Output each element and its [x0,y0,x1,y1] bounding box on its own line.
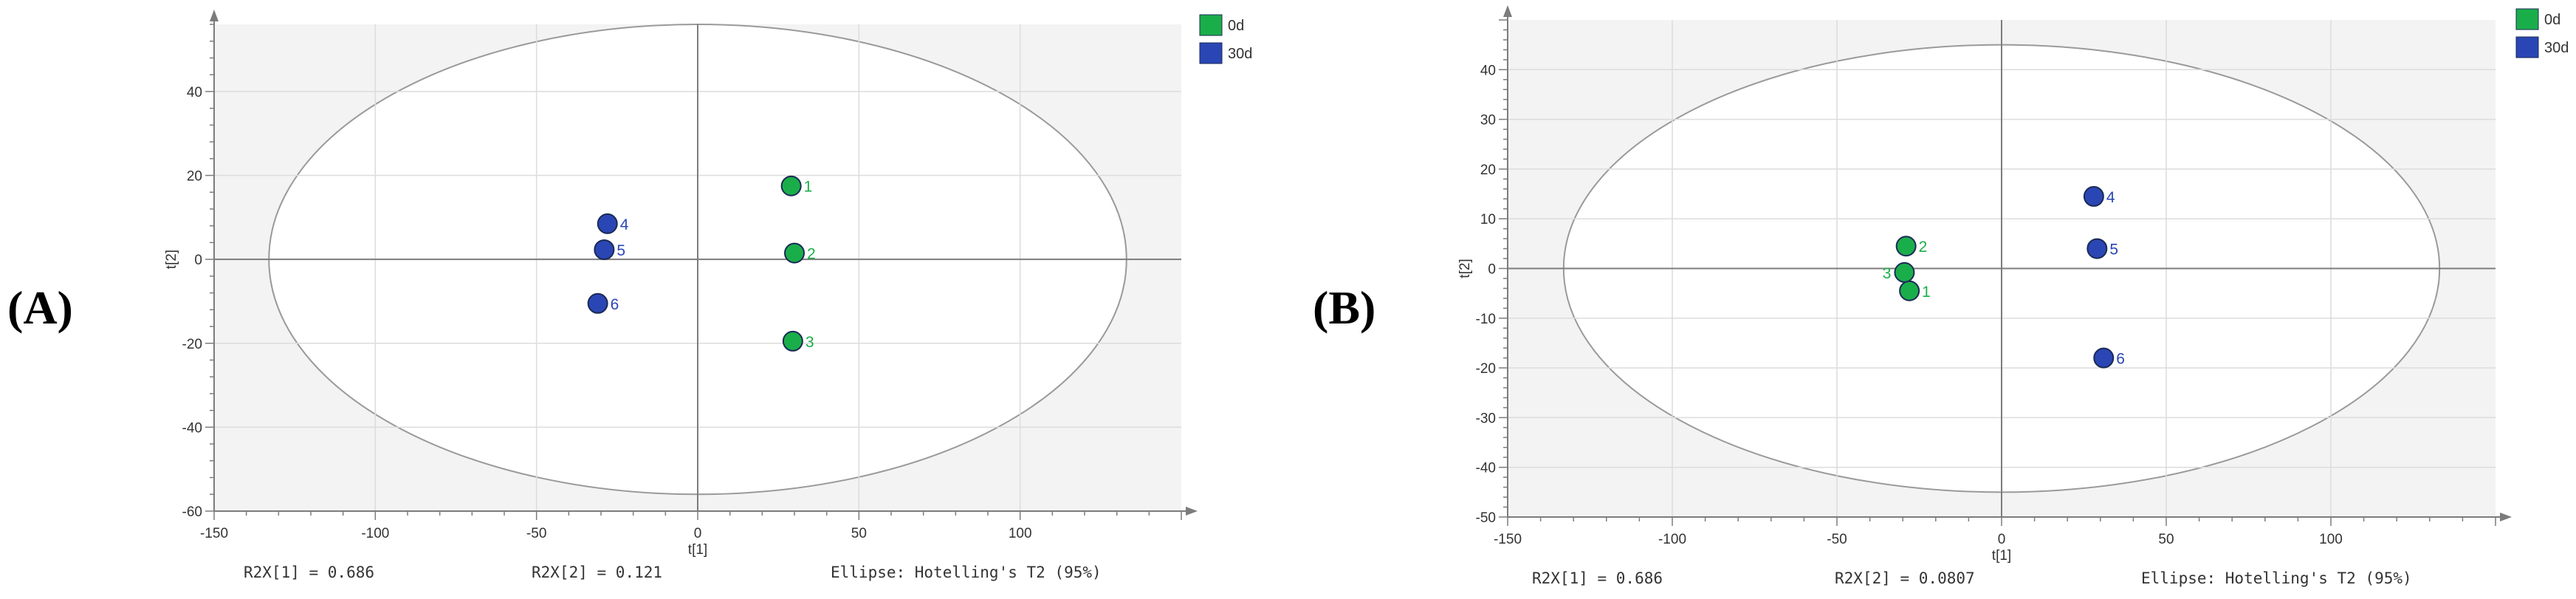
series-30d: 4 5 6 [2083,185,2125,369]
x-axis-title: t[1] [688,542,707,558]
data-point [1899,280,1920,301]
y-tick-label: -40 [182,420,202,436]
x-axis-arrow [2500,513,2512,521]
legend-swatch [2515,36,2539,58]
y-tick-label: -40 [1476,461,1496,476]
ellipse-caption: Ellipse: Hotelling's T2 (95%) [831,564,1102,581]
x-tick-label: -50 [1827,532,1847,547]
r2x2-stat: R2X[2] = 0.121 [532,564,662,581]
data-point [784,242,805,264]
point-label: 4 [2106,189,2115,206]
legend-swatch [2515,8,2539,30]
data-point [2086,238,2108,259]
x-tick-label: -150 [1494,532,1522,547]
x-tick-label: -50 [526,526,546,541]
x-tick-label: -100 [1658,532,1686,547]
x-tick-label: -100 [361,526,389,541]
data-point [2083,185,2104,207]
y-tick-label: -20 [1476,361,1496,377]
point-label: 2 [1919,239,1928,256]
data-point [587,292,608,314]
point-label: 3 [806,334,814,351]
x-tick-label: 50 [2158,532,2174,547]
x-tick-label: 0 [1998,532,2006,547]
x-tick-label: 0 [694,526,702,541]
y-tick-label: -10 [1476,312,1496,327]
series-0d: 1 2 3 [1883,236,1931,301]
legend-label: 0d [1228,18,1244,34]
y-tick-label: 0 [194,253,202,268]
series-30d: 4 5 6 [587,213,629,314]
x-axis-title: t[1] [1992,548,2011,564]
legend-label: 0d [2544,12,2560,28]
r2x1-stat: R2X[1] = 0.686 [244,564,374,581]
y-tick-label: -20 [182,337,202,352]
y-axis-title: t[2] [164,250,179,269]
y-tick-label: -30 [1476,411,1496,426]
panel-a: -150 -100 -50 0 50 100 40 20 0 -20 -40 -60 t[1] t[2] 1… [7,10,1252,581]
y-tick-label: 40 [1480,63,1496,78]
data-point [2093,347,2115,369]
data-point [1894,261,1915,283]
point-label: 2 [807,246,816,263]
y-tick-label: 40 [187,85,202,100]
data-point [782,330,803,352]
ellipse-caption: Ellipse: Hotelling's T2 (95%) [2141,569,2412,587]
x-tick-label: 100 [1009,526,1032,541]
point-label: 5 [616,242,625,259]
panel-b: -150 -100 -50 0 50 100403020100-10-20-30-40-5… [1313,5,2569,587]
legend-label: 30d [1228,46,1252,62]
y-tick-label: 30 [1480,113,1496,129]
y-tick-label: -50 [1476,510,1496,526]
point-label: 3 [1883,265,1892,282]
data-point [594,239,615,261]
y-tick-label: -60 [182,504,202,520]
y-axis-arrow [1503,5,1512,17]
y-tick-label: 20 [1480,162,1496,178]
point-label: 5 [2109,242,2118,259]
y-tick-label: 10 [1480,212,1496,227]
x-axis-arrow [1186,507,1198,516]
x-tick-label: 100 [2319,532,2343,547]
x-tick-label: -150 [200,526,228,541]
y-axis-arrow [210,10,219,21]
point-label: 6 [2116,351,2125,368]
y-tick-label: 20 [187,169,202,185]
data-point [1895,236,1917,257]
point-label: 1 [804,179,813,196]
series-0d: 1 2 3 [780,175,816,352]
data-point [597,213,618,234]
legend-label: 30d [2544,40,2569,56]
r2x1-stat: R2X[1] = 0.686 [1532,569,1663,587]
legend-swatch [1199,42,1223,64]
point-label: 4 [620,216,629,233]
legend-swatch [1199,14,1223,36]
data-point [780,175,802,196]
panel-label: (B) [1313,281,1375,334]
y-tick-label: 0 [1488,262,1496,278]
y-axis-title: t[2] [1457,259,1473,278]
point-label: 6 [611,296,619,313]
x-tick-label: 50 [851,526,867,541]
point-label: 1 [1922,284,1931,301]
panel-label: (A) [7,281,73,334]
r2x2-stat: R2X[2] = 0.0807 [1835,569,1975,587]
